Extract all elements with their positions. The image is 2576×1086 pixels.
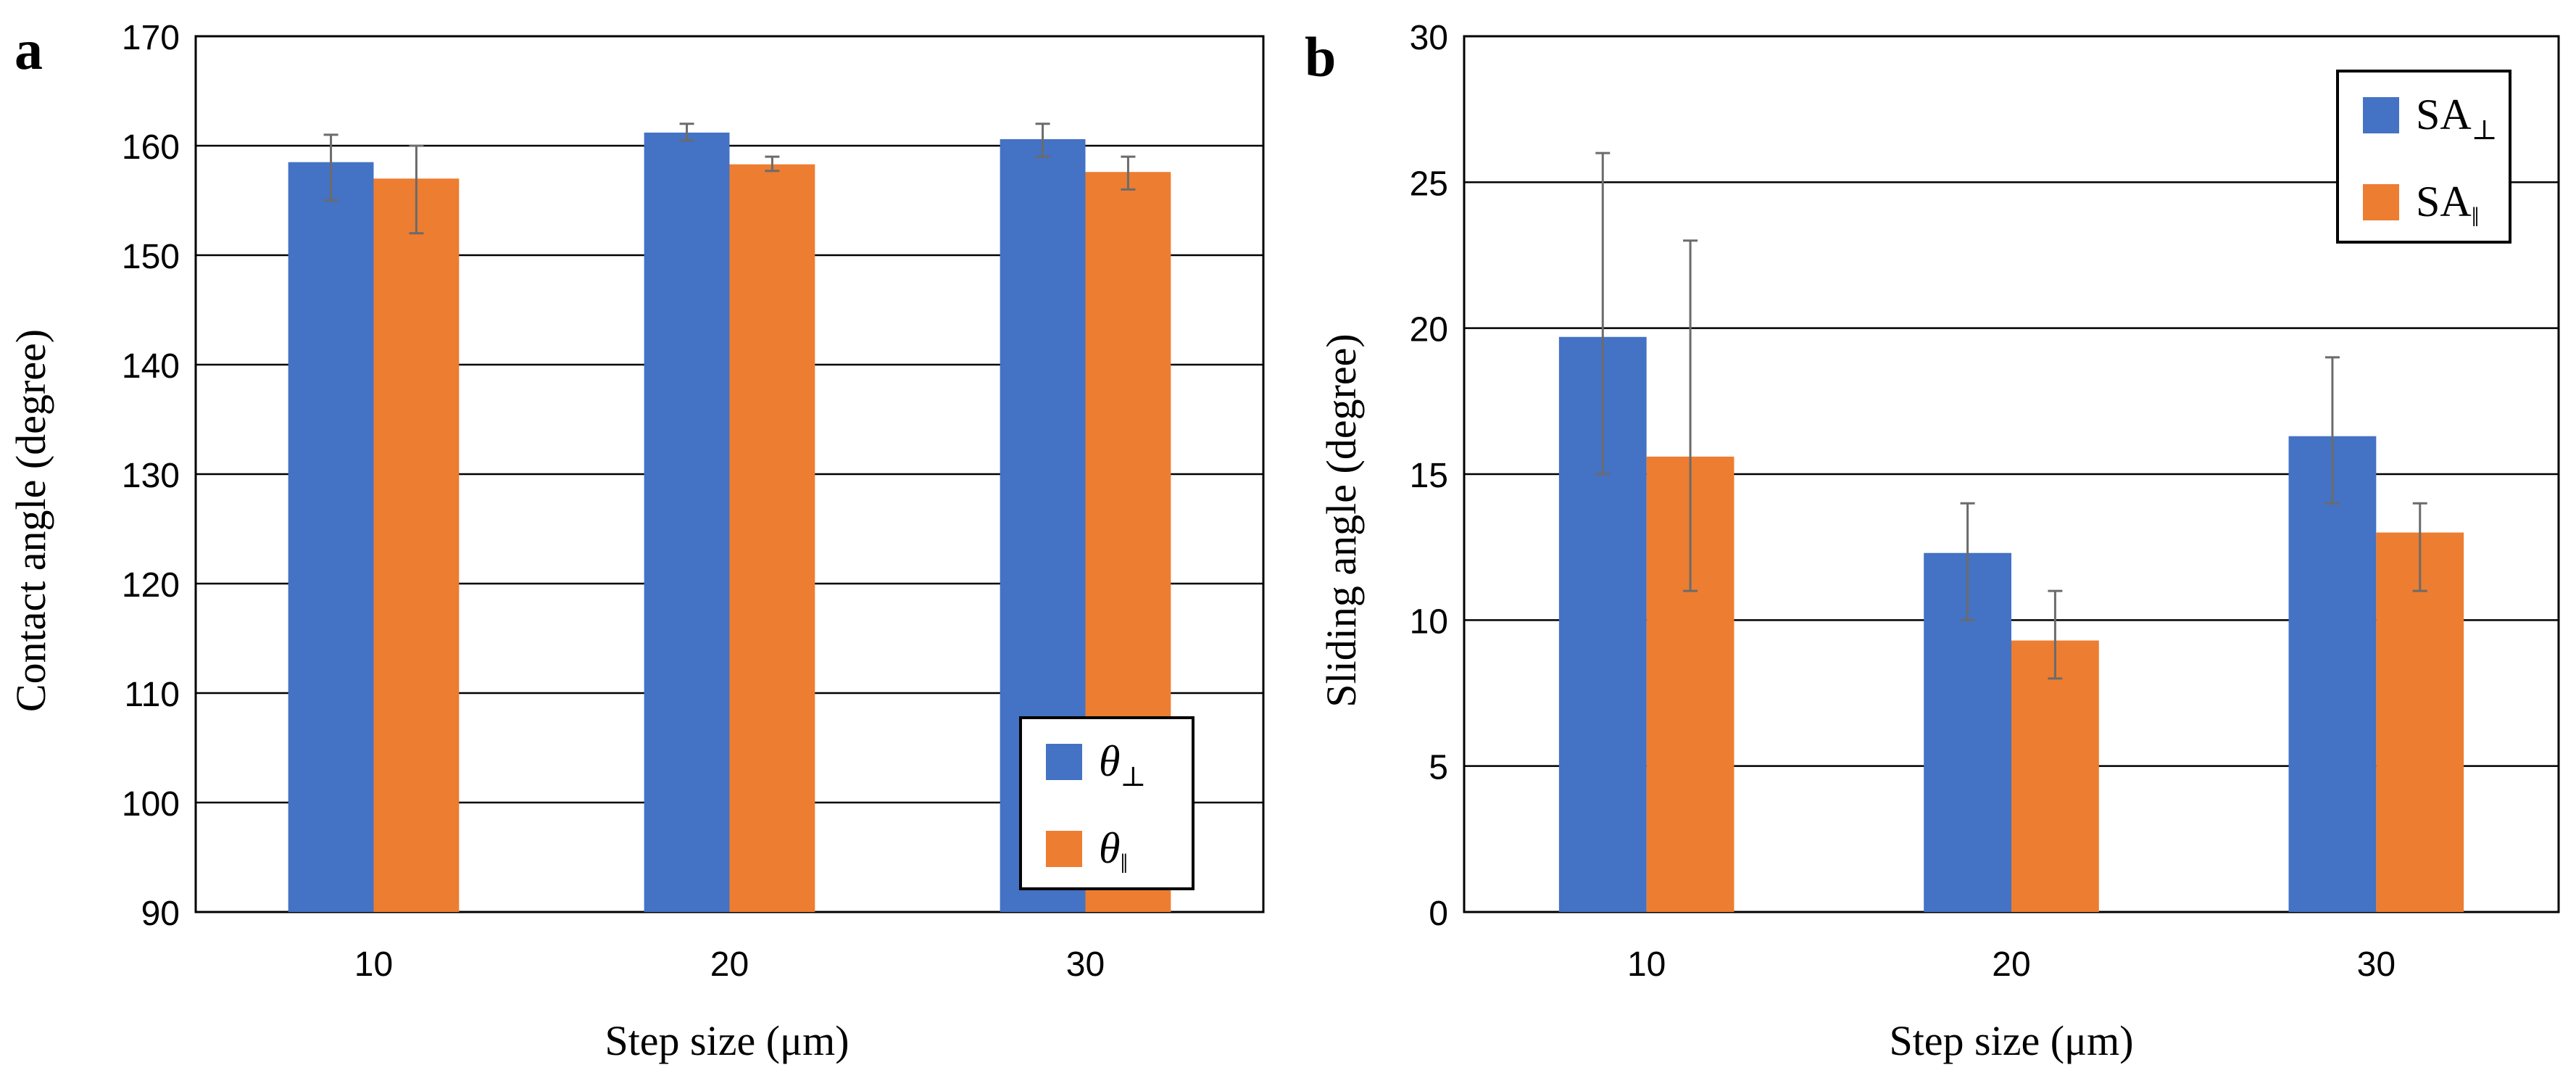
legend: SA⊥ SA‖ [2336,70,2511,244]
y-tick-label: 110 [124,676,180,714]
bar [729,164,815,912]
y-tick-label: 20 [1410,311,1448,349]
legend-entry: θ⊥ [1099,737,1146,792]
panel-label-b: b [1305,25,1336,88]
bar [288,162,374,912]
panel-label-a: a [14,18,43,81]
bar [2288,436,2377,912]
x-tick-label: 10 [354,945,393,984]
y-tick-label: 100 [122,785,180,824]
x-axis-label-a: Step size (μm) [604,1017,849,1064]
y-tick-label: 15 [1410,457,1448,495]
x-tick-label: 10 [1627,945,1666,984]
legend-swatch [1046,744,1082,780]
y-axis-label-a: Contact angle (degree) [7,329,54,712]
y-tick-label: 0 [1429,895,1448,933]
y-tick-label: 120 [122,566,180,605]
y-tick-label: 140 [122,347,180,386]
y-tick-label: 30 [1410,19,1448,57]
x-axis-label-b: Step size (μm) [1889,1017,2133,1064]
legend-swatch [2363,97,2399,133]
y-axis-label-b: Sliding angle (degree) [1318,333,1365,707]
legend-entry: SA‖ [2416,178,2479,233]
panel-b: b Sliding angle (degree) Step size (μm) … [1305,19,2560,1064]
y-tick-label: 130 [122,457,180,495]
legend: θ⊥ θ‖ [1019,716,1194,890]
legend-entry: θ‖ [1099,824,1128,879]
legend-entry: SA⊥ [2416,91,2497,146]
bar [2011,640,2099,912]
x-tick-label: 30 [1066,945,1105,984]
x-tick-label: 30 [2357,945,2396,984]
panel-a: a Contact angle (degree) Step size (μm) … [7,18,1265,1064]
x-tick-label: 20 [710,945,749,984]
y-tick-label: 5 [1429,749,1448,787]
y-tick-label: 90 [141,895,180,933]
legend-swatch [1046,831,1082,867]
legend-swatch [2363,184,2399,220]
y-tick-label: 25 [1410,165,1448,203]
y-tick-label: 170 [122,19,180,57]
bar [373,178,460,913]
bar [2376,532,2464,912]
bar [644,132,730,912]
y-tick-label: 10 [1410,602,1448,641]
y-tick-label: 150 [122,238,180,276]
y-tick-label: 160 [122,128,180,167]
x-tick-label: 20 [1992,945,2030,984]
